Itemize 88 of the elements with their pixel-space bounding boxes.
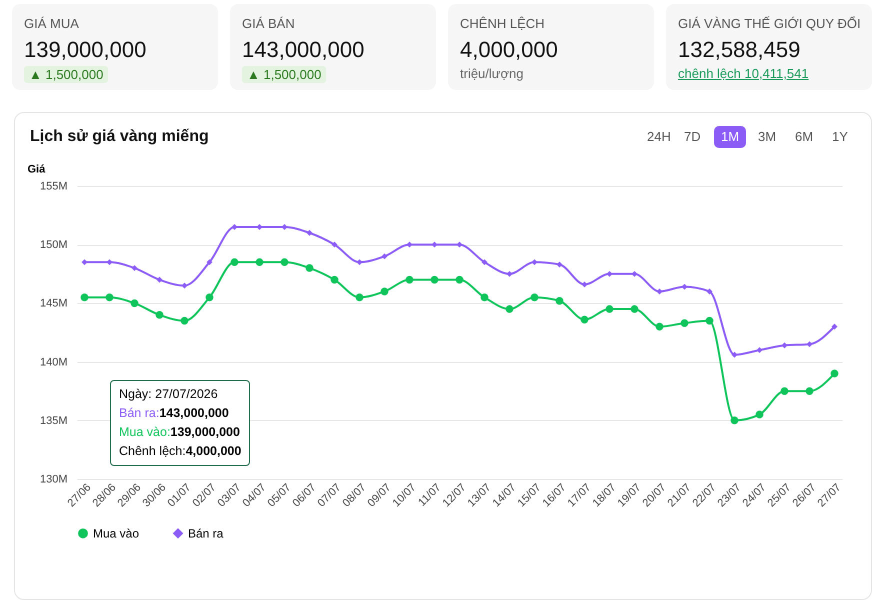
point [682, 284, 688, 290]
y-tick-label: 140M [40, 356, 68, 368]
text: 24H [646, 128, 672, 146]
text: Mua vào: [119, 425, 170, 439]
point [482, 259, 488, 266]
point [380, 288, 388, 296]
text: chênh lệch 10,411,541 [678, 66, 809, 81]
point [830, 370, 838, 378]
point [156, 276, 162, 283]
point [756, 347, 762, 354]
point [780, 387, 788, 395]
point [206, 293, 214, 302]
point [80, 293, 88, 302]
text: 7D [683, 128, 702, 146]
point [382, 253, 388, 260]
point [330, 276, 338, 284]
y-tick-label: 155M [40, 180, 68, 192]
text: GIÁ VÀNG THẾ GIỚI QUY ĐỔI [678, 16, 861, 31]
point [230, 258, 238, 266]
point [506, 305, 514, 313]
point [430, 276, 438, 284]
point [480, 293, 488, 302]
text: ▲ 1,500,000 [24, 66, 108, 83]
point [156, 311, 164, 319]
point [456, 242, 462, 248]
legend-label: Mua vào [93, 526, 140, 540]
text: Chênh lệch: [119, 444, 186, 458]
y-tick-label: 130M [40, 474, 68, 486]
point [432, 242, 438, 248]
point [632, 270, 638, 277]
point [756, 410, 764, 418]
point [356, 293, 364, 302]
annotation: 139,000,000 [170, 425, 240, 439]
text: 1Y [831, 128, 849, 146]
point [656, 322, 664, 331]
point [556, 296, 564, 305]
point [306, 264, 314, 272]
point [580, 316, 588, 324]
text: GIÁ MUA [24, 16, 79, 31]
point [730, 416, 738, 424]
point [306, 230, 312, 236]
point [606, 270, 612, 277]
point [782, 342, 788, 348]
point [332, 242, 338, 248]
annotation: 4,000,000 [186, 444, 242, 458]
point [106, 293, 114, 302]
point [606, 305, 614, 313]
point [806, 387, 814, 395]
point [832, 324, 838, 330]
text: triệu/lượng [460, 66, 524, 81]
text: 139,000,000 [24, 37, 146, 62]
point [806, 341, 812, 348]
point [82, 259, 88, 266]
text: Bán ra: [119, 406, 160, 420]
text: 4,000,000 [460, 37, 558, 62]
annotation: Ngày: 27/07/2026 [119, 387, 218, 401]
point [530, 293, 538, 302]
text: 3M [757, 128, 778, 146]
point [406, 242, 412, 248]
point [732, 352, 738, 358]
y-tick-label: 145M [40, 298, 68, 310]
point [180, 316, 188, 325]
text: GIÁ BÁN [242, 16, 295, 31]
point [680, 319, 688, 327]
point [280, 258, 288, 266]
text: ▲ 1,500,000 [242, 66, 326, 83]
annotation: 143,000,000 [159, 406, 229, 420]
text: 132,588,459 [678, 37, 800, 63]
point [582, 281, 588, 288]
point [630, 305, 638, 313]
point [206, 259, 212, 266]
point [706, 316, 714, 325]
point [506, 270, 512, 277]
point [456, 276, 464, 284]
point [130, 299, 138, 308]
y-axis-title: Giá [28, 164, 46, 176]
text: 6M [794, 128, 814, 146]
text: 143,000,000 [242, 37, 364, 62]
text: 1M [714, 126, 746, 148]
y-tick-label: 135M [40, 414, 68, 427]
text: CHÊNH LỆCH [460, 16, 545, 31]
point [106, 259, 112, 266]
point [532, 259, 538, 266]
chart-title: Lịch sử giá vàng miếng [30, 128, 209, 146]
y-tick-label: 150M [40, 239, 68, 252]
point [406, 276, 414, 284]
legend-label: Bán ra [188, 526, 224, 540]
point [256, 258, 264, 266]
